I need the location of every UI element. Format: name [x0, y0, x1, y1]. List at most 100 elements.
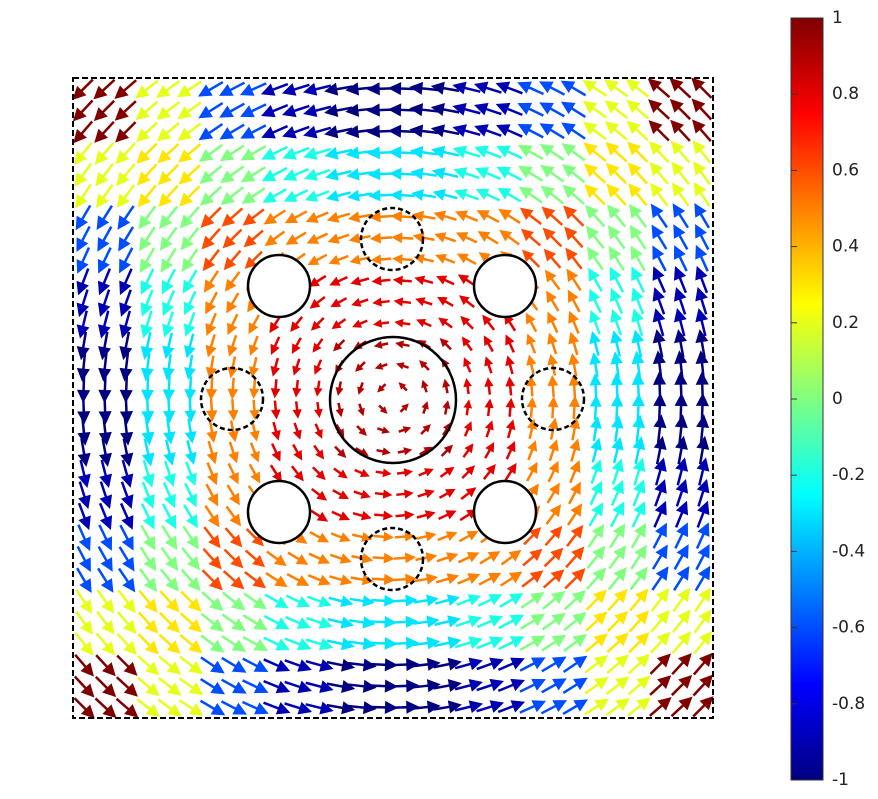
- arrow: [437, 531, 458, 542]
- arrow: [199, 185, 223, 206]
- arrow: [313, 380, 323, 397]
- arrow: [264, 593, 289, 609]
- arrow: [433, 679, 462, 692]
- arrow: [498, 614, 525, 630]
- arrow: [136, 698, 161, 718]
- arrow: [651, 224, 668, 250]
- arrow: [205, 334, 217, 358]
- arrow: [95, 162, 114, 187]
- arrow: [604, 121, 628, 141]
- arrow: [136, 142, 158, 164]
- arrow: [696, 414, 710, 444]
- arrow: [693, 630, 713, 655]
- arrow: [606, 610, 629, 633]
- arrow: [582, 100, 608, 119]
- arrow: [313, 359, 323, 375]
- arrow: [119, 268, 133, 296]
- arrow: [476, 657, 504, 671]
- arrow: [672, 587, 691, 613]
- arrow: [331, 318, 347, 330]
- arrow: [418, 468, 434, 477]
- arrow: [242, 635, 269, 652]
- arrow: [205, 376, 218, 401]
- arrow: [95, 632, 116, 656]
- arrow: [588, 267, 603, 292]
- arrow: [393, 552, 417, 564]
- arrow: [332, 489, 349, 500]
- arrow: [97, 268, 112, 296]
- arrow: [590, 437, 603, 463]
- arrow: [436, 552, 459, 563]
- arrow: [266, 550, 287, 567]
- arrow: [610, 330, 623, 357]
- arrow: [564, 226, 584, 249]
- arrow: [547, 332, 558, 355]
- arrow: [326, 190, 351, 202]
- arrow: [352, 319, 368, 328]
- arrow: [454, 188, 479, 201]
- arrow: [75, 610, 93, 635]
- arrow: [94, 120, 115, 143]
- arrow: [568, 352, 580, 377]
- arrow: [159, 590, 180, 613]
- arrow: [326, 680, 356, 693]
- arrow: [248, 314, 260, 335]
- arrow: [562, 699, 588, 715]
- arrow: [505, 441, 516, 460]
- arrow: [244, 250, 263, 269]
- arrow: [137, 633, 159, 655]
- arrow: [457, 552, 480, 564]
- arrow: [162, 354, 175, 381]
- arrow: [585, 204, 606, 228]
- arrow: [137, 184, 157, 208]
- arrow: [198, 143, 223, 163]
- arrow: [671, 631, 692, 655]
- arrow: [244, 549, 266, 568]
- arrow: [72, 99, 94, 122]
- arrow: [611, 415, 624, 442]
- arrow: [674, 414, 688, 444]
- arrow: [290, 465, 304, 482]
- colorbar-tick-label: 0: [832, 389, 843, 409]
- arrow: [561, 122, 586, 140]
- arrow: [95, 183, 114, 209]
- arrow: [76, 225, 91, 253]
- arrow: [414, 275, 434, 286]
- arrow: [519, 657, 546, 672]
- arrow: [568, 331, 580, 356]
- arrow: [455, 232, 478, 244]
- arrow: [269, 315, 282, 334]
- arrow: [548, 439, 559, 462]
- arrow: [547, 353, 558, 376]
- arrow: [159, 568, 179, 592]
- arrow: [476, 678, 504, 692]
- arrow: [497, 700, 526, 714]
- arrow: [433, 700, 462, 714]
- arrow: [452, 145, 481, 159]
- arrow: [414, 573, 439, 585]
- arrow: [589, 352, 602, 378]
- arrow: [262, 188, 287, 203]
- arrow: [495, 81, 523, 95]
- arrow: [75, 183, 92, 209]
- arrow: [589, 309, 601, 335]
- arrow: [565, 546, 585, 569]
- arrow: [158, 655, 182, 675]
- arrow: [675, 479, 689, 507]
- arrow: [345, 146, 374, 160]
- arrow: [541, 678, 567, 694]
- arrow: [674, 350, 688, 380]
- arrow: [474, 167, 502, 181]
- arrow: [421, 379, 429, 393]
- arrow: [156, 122, 180, 142]
- arrow: [652, 308, 666, 337]
- arrow: [141, 481, 155, 509]
- arrow: [157, 142, 180, 164]
- arrow: [221, 613, 246, 632]
- arrow: [692, 140, 712, 164]
- arrow: [541, 656, 567, 673]
- arrow: [561, 143, 586, 162]
- arrow: [99, 438, 112, 467]
- arrow: [335, 381, 344, 396]
- arrow: [140, 353, 154, 382]
